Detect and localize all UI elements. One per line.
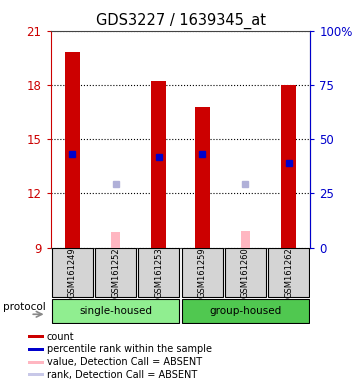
Bar <box>269 248 309 297</box>
Title: GDS3227 / 1639345_at: GDS3227 / 1639345_at <box>96 13 265 29</box>
Text: single-housed: single-housed <box>79 306 152 316</box>
Text: count: count <box>47 332 74 342</box>
Bar <box>241 230 250 248</box>
Bar <box>28 373 44 376</box>
Bar <box>139 248 179 297</box>
Bar <box>95 248 136 297</box>
Bar <box>65 53 80 248</box>
Bar <box>52 299 179 323</box>
Bar <box>281 85 296 248</box>
Text: rank, Detection Call = ABSENT: rank, Detection Call = ABSENT <box>47 370 197 380</box>
Text: value, Detection Call = ABSENT: value, Detection Call = ABSENT <box>47 357 202 367</box>
Bar <box>111 232 120 248</box>
Bar <box>195 107 210 248</box>
Bar <box>151 81 166 248</box>
Bar <box>182 299 309 323</box>
Text: GSM161259: GSM161259 <box>198 247 206 298</box>
Bar <box>28 335 44 338</box>
Text: GSM161262: GSM161262 <box>284 247 293 298</box>
Text: GSM161253: GSM161253 <box>155 247 163 298</box>
Bar <box>182 248 222 297</box>
Text: protocol: protocol <box>3 302 45 312</box>
Bar <box>28 361 44 364</box>
Text: GSM161252: GSM161252 <box>111 247 120 298</box>
Text: GSM161249: GSM161249 <box>68 247 77 298</box>
Bar <box>225 248 266 297</box>
Bar <box>28 348 44 351</box>
Text: GSM161260: GSM161260 <box>241 247 250 298</box>
Text: group-housed: group-housed <box>209 306 282 316</box>
Text: percentile rank within the sample: percentile rank within the sample <box>47 344 212 354</box>
Bar <box>52 248 92 297</box>
